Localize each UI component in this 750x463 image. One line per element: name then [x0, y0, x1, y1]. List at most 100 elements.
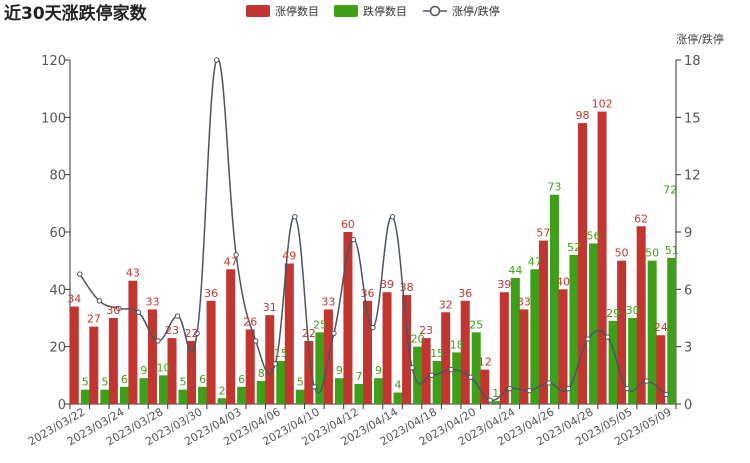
bar-down-label: 9	[140, 364, 147, 377]
bar-down	[256, 381, 266, 404]
bar-down	[530, 269, 540, 404]
bar-down-label: 5	[101, 376, 108, 389]
ratio-point	[585, 336, 591, 342]
bar-up-label: 47	[224, 255, 238, 268]
bar-down-label: 56	[587, 229, 601, 242]
bar-down	[491, 401, 501, 404]
bar-down	[80, 389, 90, 404]
bar-down-label: 72	[663, 184, 677, 197]
bar-down-label: 6	[121, 373, 128, 386]
bar-up	[265, 315, 275, 404]
ratio-point	[116, 305, 122, 312]
bar-down-label: 50	[645, 247, 659, 260]
right-tick-label: 12	[684, 169, 701, 184]
bar-up-label: 33	[321, 295, 335, 308]
bar-up	[538, 240, 548, 404]
bar-up	[480, 369, 490, 404]
bar-up-label: 102	[592, 98, 613, 111]
left-tick-label: 60	[49, 226, 66, 241]
bar-up-label: 32	[439, 298, 453, 311]
bar-up-label: 38	[400, 281, 414, 294]
bar-up	[245, 329, 255, 404]
legend-item[interactable]: 涨停/跌停	[423, 4, 500, 18]
bar-down-label: 73	[547, 181, 561, 194]
bar-down	[413, 346, 423, 404]
bar-up-label: 57	[536, 227, 550, 240]
ratio-point	[135, 309, 142, 315]
bar-up	[636, 226, 646, 404]
ratio-point	[292, 214, 298, 220]
bar-up-label: 24	[654, 321, 668, 334]
legend-item[interactable]: 涨停数目	[246, 4, 319, 18]
ratio-point	[487, 397, 493, 403]
ratio-point	[468, 374, 474, 380]
bar-down-label: 4	[395, 379, 402, 392]
bar-down-label: 6	[238, 373, 245, 386]
bar-up-label: 98	[576, 109, 590, 122]
bar-down	[315, 332, 325, 404]
left-tick-label: 40	[49, 283, 66, 298]
bar-down	[432, 361, 442, 404]
bar-up-label: 62	[634, 212, 648, 225]
ratio-point	[643, 378, 650, 384]
ratio-point	[213, 57, 220, 63]
bar-up-label: 30	[106, 304, 120, 317]
bar-down	[647, 260, 657, 404]
ratio-point	[409, 364, 415, 371]
bar-up-label: 22	[185, 327, 199, 340]
right-tick-label: 6	[684, 283, 692, 298]
bar-down-label: 15	[430, 347, 444, 360]
bar-up	[382, 292, 392, 404]
legend-swatch	[246, 5, 270, 17]
bar-up	[363, 300, 372, 404]
data-labels: 3452753064393310235226362476268311549522…	[67, 98, 678, 401]
ratio-point	[448, 366, 454, 373]
legend-label: 跌停数目	[363, 4, 407, 18]
left-tick-label: 80	[49, 169, 66, 184]
ratio-point	[77, 271, 83, 277]
bar-up	[128, 280, 138, 404]
ratio-point	[663, 391, 669, 398]
left-tick-label: 100	[41, 111, 66, 126]
bar-down-label: 15	[274, 347, 288, 360]
bar-down	[237, 386, 247, 404]
bar-down	[178, 389, 188, 404]
bar-down-label: 30	[626, 304, 640, 317]
bar-down	[549, 194, 559, 404]
bar-down-label: 52	[567, 241, 581, 254]
bar-up	[167, 338, 177, 404]
legend-label: 涨停数目	[275, 4, 319, 18]
ratio-point	[233, 252, 239, 258]
bar-down	[589, 243, 599, 404]
bar-down-label: 18	[450, 338, 464, 351]
bar-down	[295, 389, 305, 404]
ratio-point	[194, 330, 200, 336]
ratio-point	[624, 386, 630, 392]
bar-down	[217, 398, 227, 404]
bar-up-label: 34	[67, 293, 81, 306]
bar-down-label: 29	[606, 307, 620, 320]
chart-title: 近30天涨跌停家数	[4, 3, 148, 24]
bar-down	[393, 392, 403, 404]
bar-up	[519, 309, 529, 404]
bar-down	[628, 318, 638, 404]
bar-down	[139, 378, 149, 404]
bar-up-label: 12	[478, 356, 492, 369]
bar-down-label: 9	[336, 364, 343, 377]
legend-label: 涨停/跌停	[452, 4, 500, 18]
legend[interactable]: 涨停数目 跌停数目 涨停/跌停	[246, 4, 500, 18]
bar-down-label: 7	[355, 370, 362, 383]
right-axis-name: 涨停/跌停	[676, 32, 724, 46]
bar-up-label: 49	[282, 250, 296, 263]
ratio-point	[253, 338, 259, 344]
bar-down-label: 10	[156, 361, 170, 374]
legend-item[interactable]: 跌停数目	[334, 4, 407, 18]
bar-down-label: 5	[297, 376, 304, 389]
ratio-point	[370, 324, 376, 331]
bar-up-label: 36	[361, 287, 375, 300]
bar-up-label: 43	[126, 267, 140, 280]
bar-down-label: 25	[469, 318, 483, 331]
ratio-point	[331, 330, 337, 336]
left-tick-label: 20	[49, 341, 66, 356]
bar-down	[452, 352, 462, 404]
